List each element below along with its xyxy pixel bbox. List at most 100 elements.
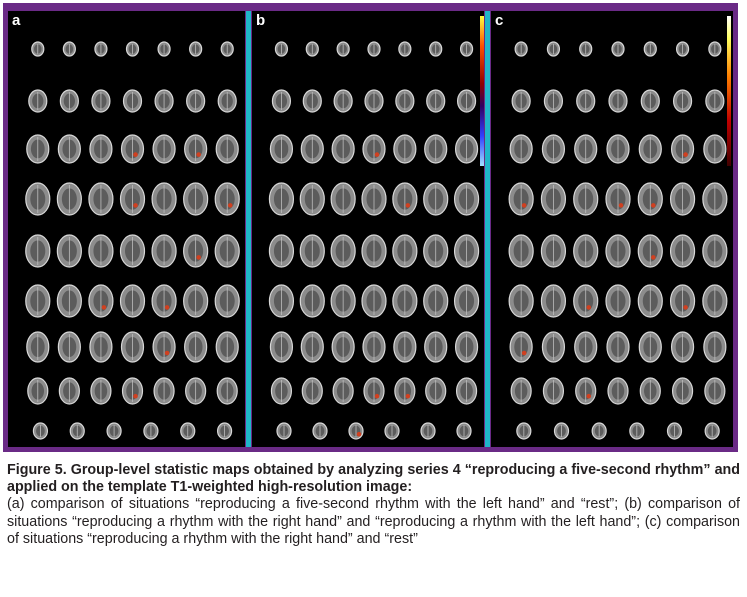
brain-slice — [666, 422, 683, 440]
brain-slice — [508, 284, 534, 318]
figure-caption: Figure 5. Group-level statistic maps obt… — [7, 462, 740, 548]
activation-spot — [683, 305, 688, 310]
brain-slice — [579, 41, 593, 57]
brain-slice — [516, 422, 532, 440]
brain-slice — [301, 377, 323, 405]
brain-slice — [56, 182, 82, 216]
brain-slice — [703, 331, 727, 363]
brain-slice — [392, 234, 418, 268]
brain-slice — [269, 331, 294, 363]
brain-slice — [607, 377, 629, 405]
brain-slice — [425, 377, 447, 405]
brain-slice — [58, 377, 80, 405]
brain-slice — [57, 331, 81, 363]
brain-slice — [424, 331, 448, 363]
brain-slice — [152, 134, 176, 164]
brain-slice — [312, 422, 328, 440]
brain-slice — [25, 284, 51, 318]
brain-slice — [268, 234, 295, 268]
brain-slice — [154, 89, 174, 113]
brain-slice — [214, 182, 240, 216]
brain-slice — [643, 41, 657, 57]
brain-slice — [214, 284, 240, 318]
brain-slice — [542, 377, 565, 405]
brain-slice — [453, 182, 480, 216]
caption-title: Figure 5. Group-level statistic maps obt… — [7, 462, 740, 496]
brain-slice — [348, 422, 364, 440]
brain-slice — [392, 284, 418, 318]
brain-slice — [606, 134, 630, 164]
brain-slice — [214, 234, 240, 268]
brain-slice — [31, 41, 45, 57]
brain-slice — [511, 89, 531, 113]
brain-slice — [189, 41, 203, 57]
brain-slice — [32, 422, 49, 440]
brain-slice — [268, 182, 295, 216]
brain-slice — [398, 41, 412, 57]
brain-slice — [705, 89, 725, 113]
activation-spot — [521, 350, 527, 356]
brain-slice — [420, 422, 436, 440]
brain-slice — [394, 377, 416, 405]
brain-slice — [216, 377, 238, 405]
activation-spot — [683, 152, 688, 157]
brain-slice — [56, 284, 82, 318]
brain-slice — [575, 377, 597, 405]
brain-slice — [640, 89, 660, 113]
panel-divider — [485, 11, 490, 447]
brain-slice — [456, 422, 472, 440]
brain-slice — [669, 182, 696, 216]
activation-spot — [133, 393, 138, 399]
brain-slice — [637, 284, 663, 318]
panel-label-c: c — [495, 12, 504, 29]
activation-spot — [521, 203, 527, 208]
brain-slice — [508, 234, 534, 268]
brain-slice — [423, 284, 449, 318]
brain-slice — [364, 89, 384, 113]
brain-slice — [91, 89, 111, 113]
brain-slice — [216, 422, 233, 440]
brain-slice — [384, 422, 400, 440]
activation-spot — [618, 203, 624, 208]
brain-slice — [362, 134, 386, 164]
brain-slice — [119, 182, 146, 216]
brain-slice — [540, 182, 567, 216]
brain-slice — [28, 89, 48, 113]
activation-spot — [650, 203, 656, 208]
brain-slice — [184, 134, 208, 164]
brain-slice — [180, 422, 196, 440]
brain-slice — [143, 422, 159, 440]
brain-slice — [274, 41, 289, 57]
brain-slices-c — [508, 41, 728, 440]
brain-slice — [268, 284, 295, 318]
brain-slice — [185, 377, 207, 405]
activation-spot — [164, 350, 170, 356]
brain-slice — [89, 331, 113, 363]
brain-slice — [120, 331, 145, 363]
brain-slice — [703, 134, 727, 164]
brain-slice — [453, 284, 480, 318]
brain-slice — [423, 182, 449, 216]
brain-slice — [508, 182, 534, 216]
brain-slice — [704, 377, 726, 405]
brain-slice — [331, 331, 355, 363]
brain-slice — [543, 89, 564, 113]
brain-slice — [56, 234, 82, 268]
brain-slice — [605, 284, 631, 318]
brain-slice — [183, 234, 209, 268]
activation-spot — [101, 305, 107, 310]
brain-slice — [509, 134, 533, 164]
brain-slice — [331, 134, 355, 164]
activation-spot — [356, 431, 362, 437]
brain-slice — [299, 284, 325, 318]
brain-slice — [300, 331, 324, 363]
brain-slice — [361, 182, 387, 216]
brain-slice — [305, 41, 319, 57]
activation-spot — [196, 152, 201, 157]
brain-slice — [336, 41, 350, 57]
brain-slice — [606, 331, 630, 363]
activation-spot — [650, 255, 656, 260]
brain-slice — [88, 234, 114, 268]
brain-slice — [333, 89, 353, 113]
brain-slice — [629, 422, 645, 440]
